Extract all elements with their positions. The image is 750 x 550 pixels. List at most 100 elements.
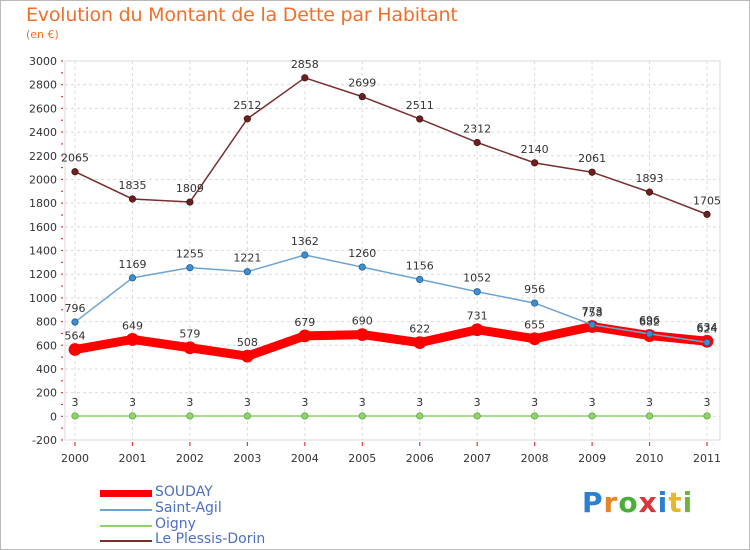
data-point-saint-agil [358,263,366,271]
legend-swatch-saint-agil [100,509,152,511]
y-tick-label: 2200 [29,150,57,163]
data-point-oigny [243,412,251,420]
x-tick-label: 2005 [348,452,376,465]
grid-lines [64,60,721,441]
data-point-le-plessis-dorin [588,168,596,176]
data-point-oigny [301,412,309,420]
legend-swatch-le-plessis-dorin [100,540,152,542]
y-tick-label: 1200 [29,268,57,281]
data-label-le-plessis-dorin: 1809 [176,182,204,195]
x-tick-label: 2002 [176,452,204,465]
data-label-le-plessis-dorin: 2140 [521,143,549,156]
data-point-le-plessis-dorin [645,188,654,196]
data-label-souday: 649 [122,319,143,332]
y-tick-label: 2600 [29,102,57,115]
y-tick-label: 400 [36,363,57,376]
data-point-saint-agil [301,251,309,259]
data-point-le-plessis-dorin [186,198,194,206]
data-label-oigny: 3 [244,396,251,409]
data-label-oigny: 3 [186,396,193,409]
y-tick-label: 1600 [29,221,57,234]
data-label-le-plessis-dorin: 2512 [233,99,261,112]
data-label-saint-agil: 1362 [291,235,319,248]
data-label-saint-agil: 1052 [463,272,491,285]
data-point-souday [68,343,82,356]
x-axis: 2000 2001 2002 2003 2004 2005 2006 2007 2008 2009… [61,442,721,465]
legend-label-souday: SOUDAY [155,484,213,500]
data-label-souday: 579 [179,328,200,341]
data-point-oigny [703,412,711,420]
data-label-oigny: 3 [129,396,136,409]
data-label-souday: 679 [294,316,315,329]
data-label-le-plessis-dorin: 2511 [406,99,434,112]
data-label-le-plessis-dorin: 1835 [118,179,146,192]
data-point-saint-agil [645,330,654,338]
data-point-souday [413,336,427,350]
data-label-saint-agil: 773 [582,305,603,318]
data-point-oigny [128,412,137,420]
data-label-oigny: 3 [416,396,423,409]
data-point-oigny [416,412,424,420]
x-tick-label: 2007 [463,452,491,465]
data-point-souday [240,349,254,363]
data-point-souday [470,323,484,337]
y-tick-label: 3000 [29,55,57,68]
data-label-oigny: 3 [301,396,308,409]
data-label-saint-agil: 1221 [233,252,261,265]
data-label-souday: 682 [639,316,660,329]
y-tick-label: 1800 [29,197,57,210]
legend-swatch-oigny [100,525,152,527]
x-tick-label: 2009 [578,452,606,465]
legend-swatch-souday [100,490,152,497]
chart-subtitle: (en €) [26,28,59,41]
legend-label-oigny: Oigny [155,516,196,532]
y-tick-label: 1400 [29,245,57,258]
data-point-oigny [473,412,481,420]
data-point-saint-agil [473,288,481,296]
data-label-le-plessis-dorin: 2312 [463,122,491,135]
data-label-oigny: 3 [359,396,366,409]
y-axis: -200 0 200 400 600 800 1000 1200 1400 1600 1800 200… [29,55,63,447]
data-point-saint-agil [243,268,251,276]
data-label-le-plessis-dorin: 2061 [578,152,606,165]
data-point-le-plessis-dorin [301,74,309,82]
data-label-oigny: 3 [531,396,538,409]
x-tick-label: 2001 [118,452,146,465]
data-point-le-plessis-dorin [531,159,539,167]
data-label-souday: 634 [697,321,718,334]
x-tick-label: 2008 [521,452,549,465]
proxiti-logo: Proxiti [582,486,694,519]
data-point-saint-agil [588,321,596,329]
data-point-le-plessis-dorin [473,138,481,147]
data-label-souday: 508 [237,336,258,349]
data-point-oigny [71,412,79,420]
data-point-souday [528,332,542,346]
legend-label-le-plessis-dorin: Le Plessis-Dorin [155,531,266,547]
data-point-oigny [531,412,539,420]
data-label-souday: 564 [65,330,86,343]
data-point-saint-agil [416,275,424,283]
data-label-le-plessis-dorin: 2699 [348,77,376,90]
x-tick-label: 2000 [61,452,89,465]
data-point-le-plessis-dorin [416,115,424,123]
x-tick-label: 2004 [291,452,319,465]
y-tick-label: 1000 [29,292,57,305]
y-tick-label: 2000 [29,173,57,186]
data-label-souday: 690 [352,315,373,328]
series-line-souday [70,322,712,361]
series-line-saint-agil [74,254,708,344]
data-label-saint-agil: 956 [524,283,545,296]
y-tick-label: 2400 [29,126,57,139]
data-label-souday: 758 [582,307,603,320]
x-tick-label: 2010 [636,452,664,465]
data-label-saint-agil: 624 [697,322,718,335]
data-point-oigny [186,412,194,420]
y-tick-label: 200 [36,387,57,400]
data-label-le-plessis-dorin: 2065 [61,152,89,165]
data-point-le-plessis-dorin [128,195,137,203]
data-point-le-plessis-dorin [71,168,79,176]
data-label-oigny: 3 [589,396,596,409]
series-line-le-plessis-dorin [74,77,708,216]
data-point-saint-agil [703,338,711,347]
